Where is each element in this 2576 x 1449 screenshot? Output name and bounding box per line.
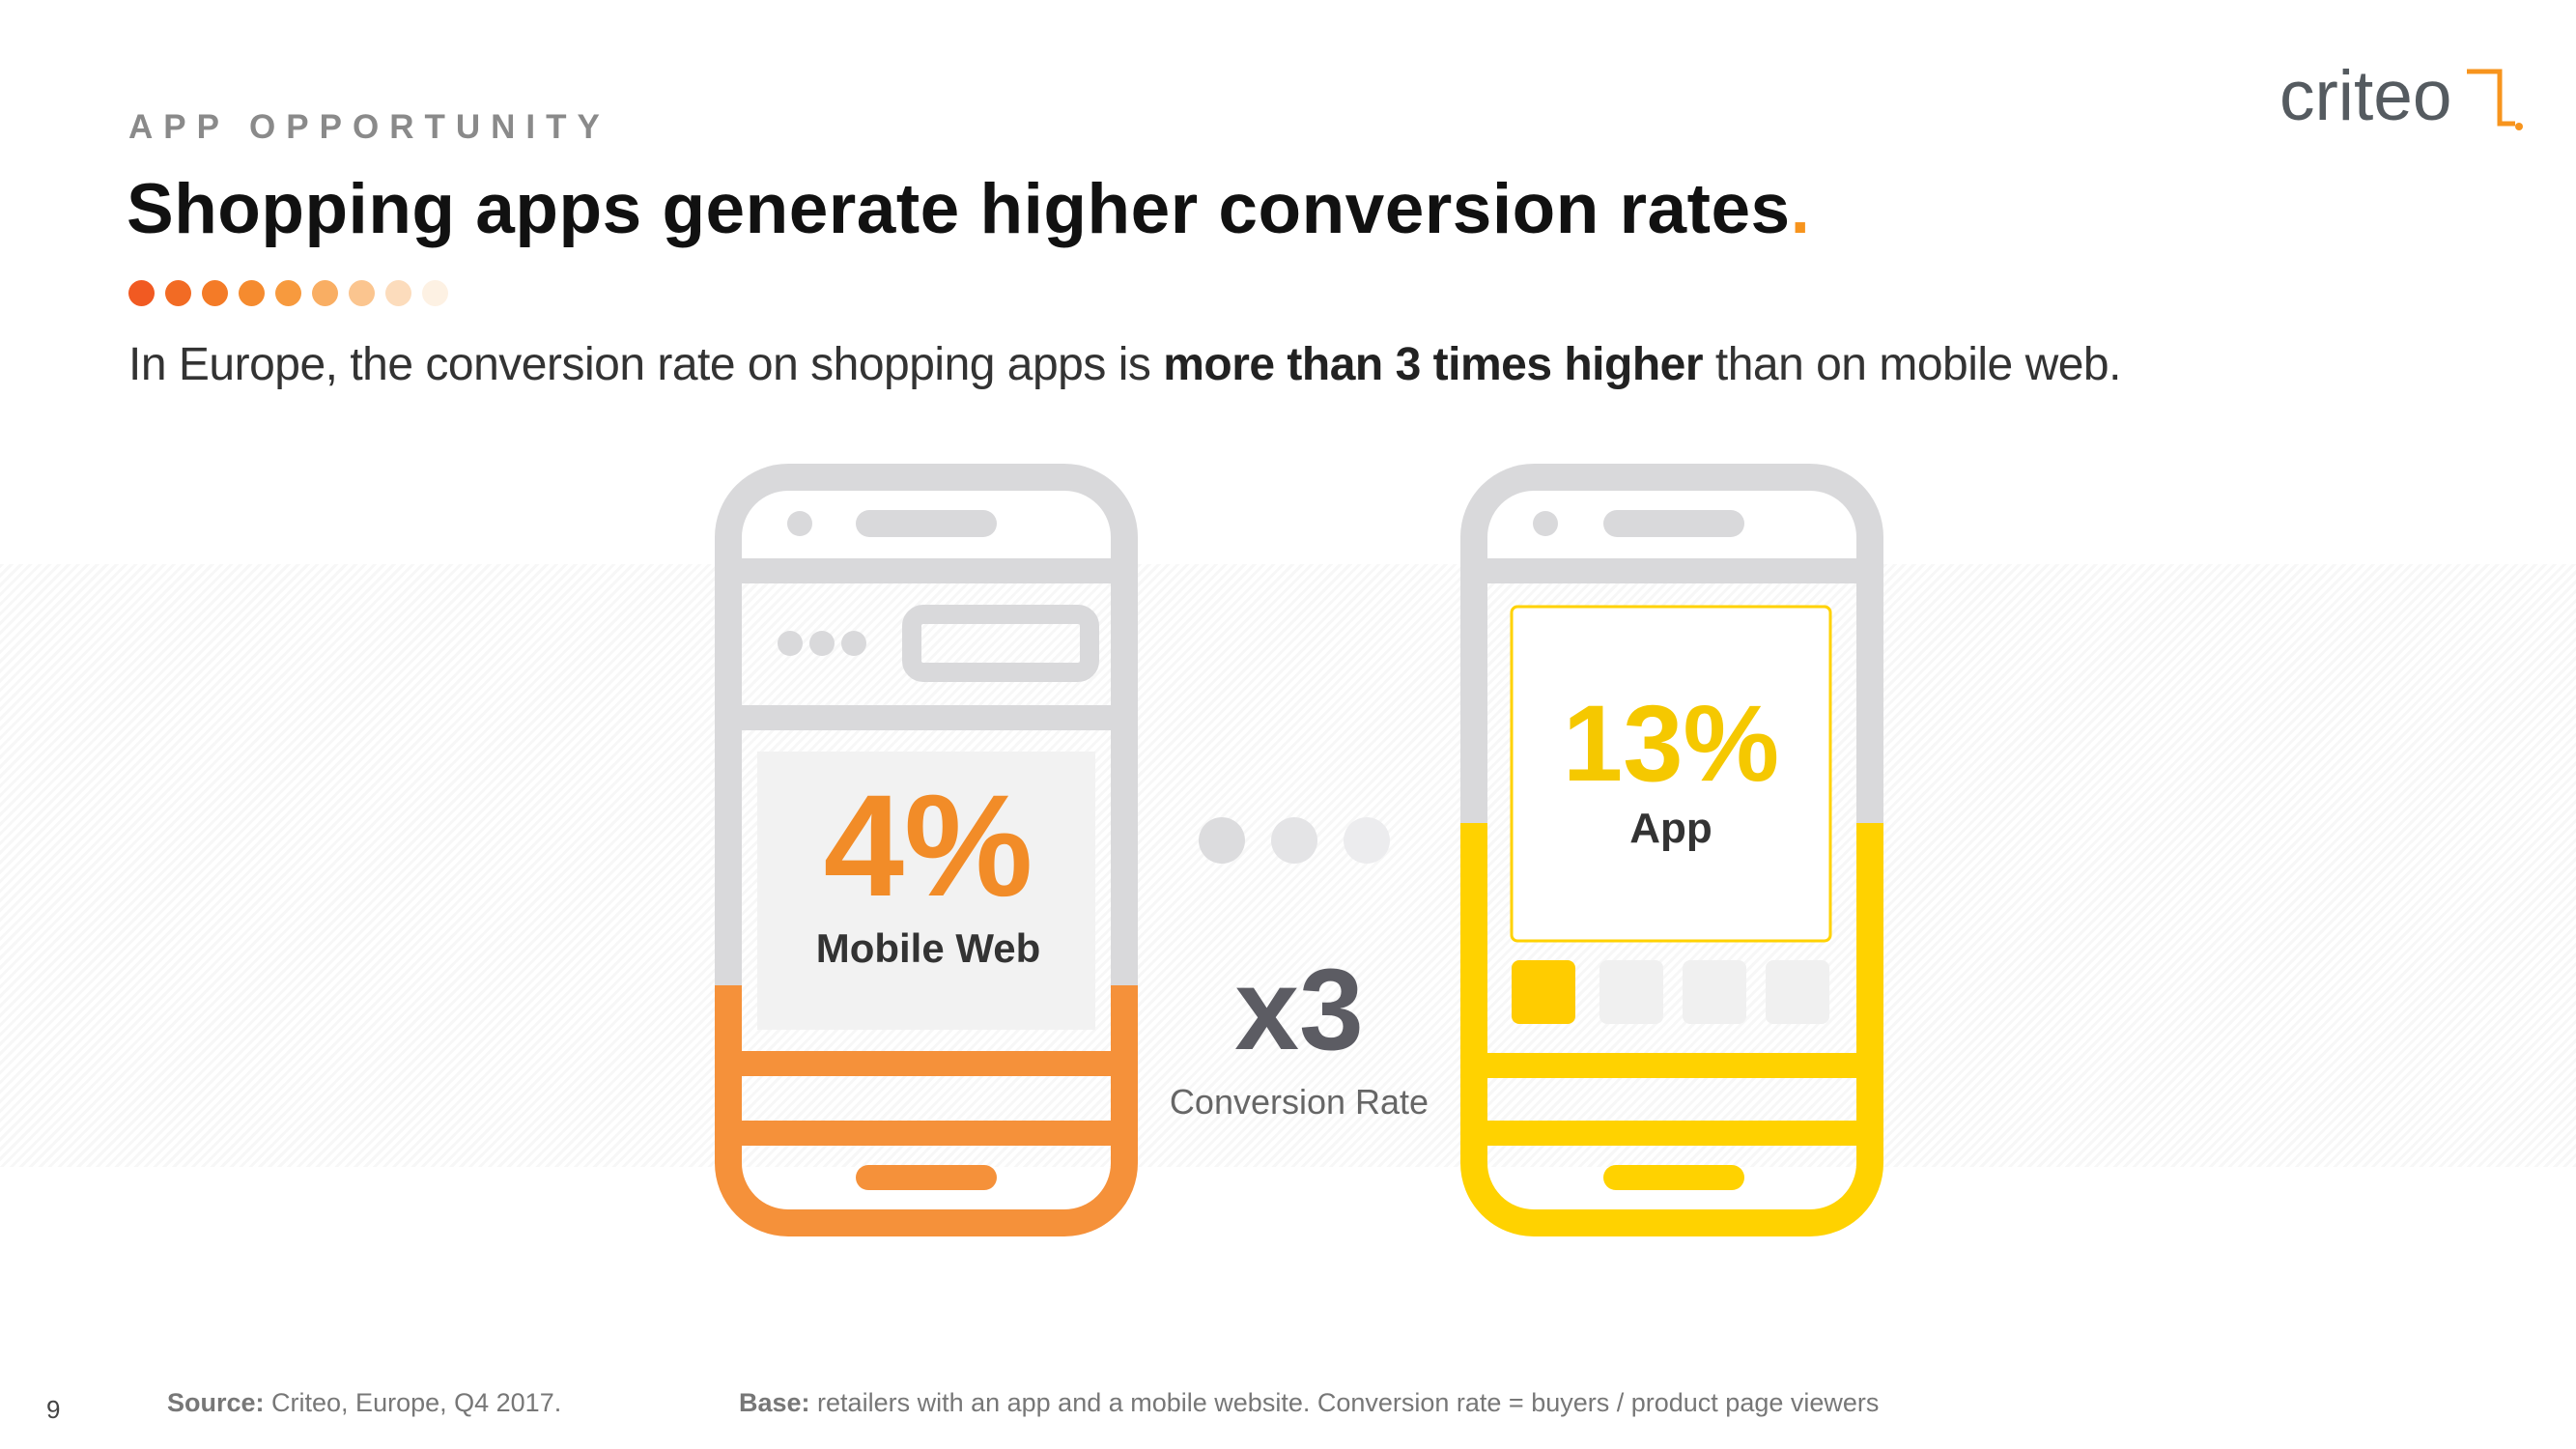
logo-wordmark: criteo xyxy=(2279,57,2452,135)
gradient-dot xyxy=(312,280,338,306)
app-label: App xyxy=(1629,805,1713,852)
footer-base: Base: retailers with an app and a mobile… xyxy=(739,1388,1879,1418)
mobile-web-phone xyxy=(715,464,1138,1236)
source-label: Source: xyxy=(167,1388,265,1417)
title-text: Shopping apps generate higher conversion… xyxy=(127,170,1791,248)
subtitle: In Europe, the conversion rate on shoppi… xyxy=(128,338,2121,391)
app-phone xyxy=(1460,464,1883,1236)
multiplier-value: x3 xyxy=(1234,945,1364,1074)
base-label: Base: xyxy=(739,1388,810,1417)
page-number: 9 xyxy=(46,1395,61,1424)
background-band xyxy=(0,564,2576,1167)
criteo-logo: criteo xyxy=(2279,57,2523,135)
gradient-dot xyxy=(202,280,228,306)
gradient-dot xyxy=(128,280,155,306)
title-period: . xyxy=(1790,170,1811,248)
mobile-web-label: Mobile Web xyxy=(815,925,1041,971)
mobile-web-rate: 4% xyxy=(823,764,1033,926)
base-text: retailers with an app and a mobile websi… xyxy=(809,1388,1880,1417)
subtitle-suffix: than on mobile web. xyxy=(1703,339,2122,390)
subtitle-prefix: In Europe, the conversion rate on shoppi… xyxy=(128,339,1164,390)
app-rate: 13% xyxy=(1562,683,1780,804)
gradient-dot xyxy=(239,280,265,306)
connector-dot xyxy=(1344,817,1390,864)
gradient-dot xyxy=(165,280,191,306)
gradient-dot xyxy=(275,280,301,306)
subtitle-emphasis: more than 3 times higher xyxy=(1163,339,1704,390)
logo-mark-icon xyxy=(2467,69,2523,130)
gradient-dot xyxy=(349,280,375,306)
page-title: Shopping apps generate higher conversion… xyxy=(127,169,1810,249)
gradient-dot xyxy=(385,280,411,306)
eyebrow-label: APP OPPORTUNITY xyxy=(128,108,610,146)
connector-dot xyxy=(1271,817,1317,864)
gradient-dot xyxy=(422,280,448,306)
footer-source: Source: Criteo, Europe, Q4 2017. xyxy=(167,1388,561,1418)
source-text: Criteo, Europe, Q4 2017. xyxy=(264,1388,562,1417)
connector-dot xyxy=(1199,817,1245,864)
multiplier-label: Conversion Rate xyxy=(1169,1082,1430,1122)
